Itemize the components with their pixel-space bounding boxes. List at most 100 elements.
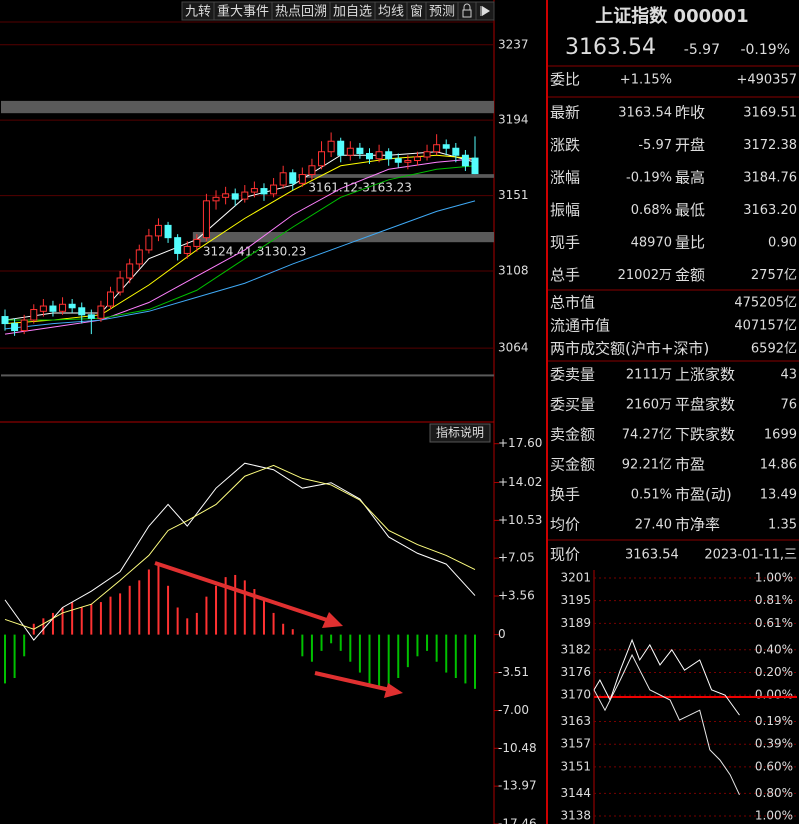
field-value: 74.27亿 bbox=[622, 428, 672, 443]
pct-tick-label: 0.20% bbox=[755, 665, 793, 679]
candle-body bbox=[318, 151, 326, 167]
intraday-line bbox=[593, 653, 740, 796]
candle-body bbox=[193, 238, 201, 247]
lock-shackle bbox=[463, 3, 471, 10]
pct-tick-label: 1.00% bbox=[755, 571, 793, 585]
lock-icon bbox=[462, 9, 472, 18]
field-value: 92.21亿 bbox=[622, 458, 672, 473]
intraday-label: 现价 bbox=[550, 546, 580, 564]
field-value: 0.68% bbox=[631, 203, 672, 218]
field-label: 市盈(动) bbox=[675, 486, 732, 504]
y-tick-label: 3170 bbox=[560, 688, 591, 702]
field-value: 1.35 bbox=[768, 518, 797, 533]
field-label: 涨跌 bbox=[550, 136, 580, 154]
field-value: 14.86 bbox=[760, 458, 797, 473]
candle-body bbox=[231, 193, 239, 200]
candle-body bbox=[356, 147, 364, 154]
y-tick-label: 3194 bbox=[498, 113, 529, 127]
field-value: 3163.54 bbox=[618, 106, 672, 121]
field-label: 总手 bbox=[550, 266, 580, 284]
field-label: 金额 bbox=[675, 266, 705, 284]
y-tick-label: 3201 bbox=[560, 571, 591, 585]
field-label: 卖金额 bbox=[550, 426, 595, 444]
candle-body bbox=[202, 200, 210, 239]
y-tick-label: 3189 bbox=[560, 616, 591, 630]
candle-body bbox=[365, 152, 373, 160]
y-tick-label: -13.97 bbox=[498, 779, 537, 793]
candle-body bbox=[413, 156, 421, 162]
arrow bbox=[154, 561, 331, 623]
y-tick-label: 0 bbox=[498, 627, 506, 641]
field-label: 最低 bbox=[675, 201, 705, 219]
candle-body bbox=[241, 191, 249, 200]
pct-tick-label: 0.80% bbox=[755, 786, 793, 800]
field-label: 市净率 bbox=[675, 516, 720, 534]
field-value: -0.19% bbox=[626, 171, 672, 186]
candle-body bbox=[452, 147, 460, 156]
field-label: 量比 bbox=[675, 234, 705, 252]
macd-line bbox=[4, 462, 476, 641]
pct-tick-label: 1.00% bbox=[755, 809, 793, 823]
field-value: 2757亿 bbox=[751, 268, 797, 283]
field-value: 43 bbox=[780, 368, 797, 383]
field-label: 最高 bbox=[675, 169, 705, 187]
y-tick-label: -17.46 bbox=[498, 817, 537, 824]
annotation-arrows bbox=[154, 561, 403, 698]
candle-body bbox=[164, 224, 172, 239]
field-label: 委买量 bbox=[550, 396, 595, 414]
moving-average bbox=[5, 165, 476, 321]
field-label: 总市值 bbox=[550, 294, 595, 312]
candle-body bbox=[279, 172, 287, 186]
candle-body bbox=[461, 154, 469, 167]
candle-body bbox=[394, 158, 402, 163]
y-tick-label: 3151 bbox=[560, 759, 591, 773]
candle-body bbox=[174, 237, 182, 254]
y-tick-label: 3237 bbox=[498, 37, 529, 51]
candle-body bbox=[87, 314, 95, 319]
indicator-help-button[interactable] bbox=[429, 423, 491, 443]
candle-body bbox=[30, 309, 38, 321]
field-value: 13.49 bbox=[760, 488, 797, 503]
toolbar-button-label: 均线 bbox=[378, 5, 404, 20]
change-pct: -0.19% bbox=[740, 42, 790, 58]
field-label: 两市成交额(沪市+深市) bbox=[550, 340, 709, 358]
candle-body bbox=[442, 144, 450, 149]
exit-icon bbox=[482, 6, 490, 16]
pct-tick-label: 0.81% bbox=[755, 593, 793, 607]
field-value: 21002万 bbox=[618, 268, 672, 283]
intraday-date: 2023-01-11,三 bbox=[704, 548, 797, 563]
field-value: 1699 bbox=[764, 428, 797, 443]
field-label: 最新 bbox=[550, 104, 580, 122]
y-tick-label: -7.00 bbox=[498, 703, 529, 717]
field-value: 2160万 bbox=[626, 398, 672, 413]
field-label: 昨收 bbox=[675, 104, 705, 122]
field-label: 下跌家数 bbox=[675, 426, 735, 444]
y-tick-label: -3.51 bbox=[498, 665, 529, 679]
toolbar-button-label: 九转 bbox=[185, 5, 211, 20]
price-zone bbox=[1, 100, 494, 114]
candle-body bbox=[1, 316, 9, 325]
candle-body bbox=[375, 151, 383, 160]
price-zone bbox=[298, 174, 494, 178]
candle-body bbox=[212, 196, 220, 202]
y-tick-label: 3151 bbox=[498, 188, 529, 202]
field-value: 407157亿 bbox=[734, 319, 797, 334]
toolbar-button-label: 重大事件 bbox=[217, 4, 269, 20]
field-value: 475205亿 bbox=[734, 296, 797, 311]
pct-tick-label: 0.00% bbox=[755, 688, 793, 702]
price-zone bbox=[192, 231, 494, 243]
field-value: 3169.51 bbox=[743, 106, 797, 121]
y-tick-label: -10.48 bbox=[498, 741, 537, 755]
y-tick-label: +17.60 bbox=[498, 436, 542, 450]
candle-body bbox=[11, 323, 19, 332]
toolbar-button[interactable] bbox=[425, 1, 459, 21]
toolbar-button-label: 加自选 bbox=[333, 5, 372, 20]
y-tick-label: 3195 bbox=[560, 593, 591, 607]
arrow-head bbox=[322, 612, 343, 628]
bid-ratio-pct: +1.15% bbox=[620, 73, 672, 88]
y-tick-label: 3157 bbox=[560, 737, 591, 751]
candle-body bbox=[337, 140, 345, 156]
indicator-help-label: 指标说明 bbox=[436, 425, 484, 440]
price-zone bbox=[1, 374, 494, 377]
candle-body bbox=[327, 140, 335, 153]
